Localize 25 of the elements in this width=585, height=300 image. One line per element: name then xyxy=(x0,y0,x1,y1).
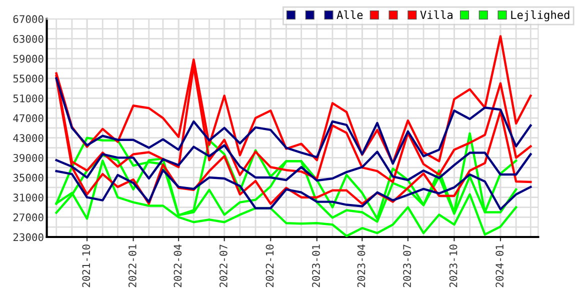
x-tick-label: 2024-01 xyxy=(496,244,504,288)
y-tick-label: 31000 xyxy=(13,194,44,202)
y-tick-label: 63000 xyxy=(13,34,44,43)
x-tick-label: 2022-10 xyxy=(266,244,274,288)
y-tick-label: 47000 xyxy=(13,114,44,122)
y-tick-label: 23000 xyxy=(13,233,44,242)
y-tick-label: 67000 xyxy=(13,15,44,24)
y-tick-label: 27000 xyxy=(13,213,44,222)
x-tick-label: 2023-10 xyxy=(449,244,458,288)
legend-label: Villa xyxy=(420,10,452,20)
x-tick-label: 2023-07 xyxy=(403,244,411,288)
x-tick-label: 2022-01 xyxy=(128,244,136,288)
legend-label: Lejlighed xyxy=(511,10,570,22)
x-tick-label: 2023-04 xyxy=(357,244,366,288)
y-tick-label: 35000 xyxy=(13,174,44,182)
x-tick-label: 2022-04 xyxy=(174,244,182,288)
x-tick-label: 2023-01 xyxy=(312,244,320,288)
y-tick-label: 55000 xyxy=(13,74,44,83)
legend-label: Alle xyxy=(336,10,363,20)
y-tick-label: 39000 xyxy=(13,154,44,162)
x-tick-label: 2021-10 xyxy=(82,244,90,288)
x-tick-label: 2022-07 xyxy=(220,244,228,288)
y-tick-label: 51000 xyxy=(13,94,44,102)
y-tick-label: 59000 xyxy=(13,54,44,63)
y-tick-label: 43000 xyxy=(13,134,44,142)
